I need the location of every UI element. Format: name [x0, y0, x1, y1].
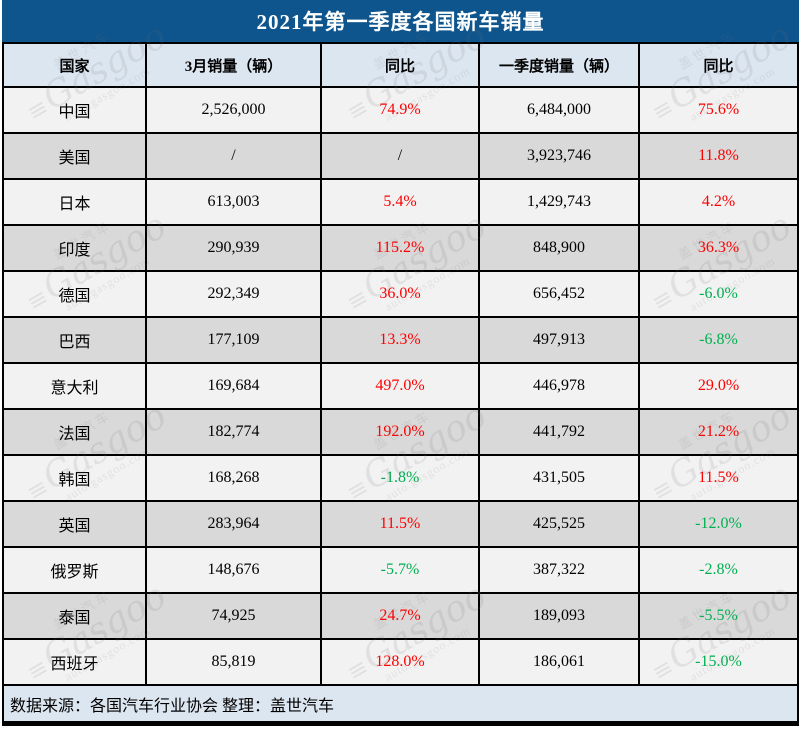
table-row: 英国 283,964 11.5% 425,525 -12.0%	[4, 502, 797, 548]
cell-country: 英国	[4, 502, 147, 546]
cell-q1-yoy: 75.6%	[697, 101, 740, 118]
cell-march-yoy: /	[322, 134, 480, 178]
cell-q1-sales: 189,093	[480, 594, 640, 638]
table-row: 德国 292,349 36.0% 656,452 -6.0%	[4, 272, 797, 318]
table-row: 韩国 168,268 -1.8% 431,505 11.5%	[4, 456, 797, 502]
cell-march-sales: 290,939	[147, 226, 322, 270]
cell-q1-sales: 425,525	[480, 502, 640, 546]
cell-march-sales: 168,268	[147, 456, 322, 500]
header-country: 国家	[4, 44, 147, 86]
cell-march-yoy: 497.0%	[322, 364, 480, 408]
cell-march-yoy: 128.0%	[322, 640, 480, 684]
table-rows: 中国 2,526,000 74.9% 6,484,000 75.6% 美国 / …	[4, 88, 797, 686]
cell-q1-sales: 1,429,743	[480, 180, 640, 224]
cell-country: 德国	[4, 272, 147, 316]
cell-country: 美国	[4, 134, 147, 178]
cell-march-yoy: -1.8%	[322, 456, 480, 500]
cell-q1-yoy: -6.0%	[699, 285, 738, 302]
cell-march-sales: 85,819	[147, 640, 322, 684]
cell-march-yoy: 11.5%	[322, 502, 480, 546]
cell-q1-sales: 848,900	[480, 226, 640, 270]
cell-q1-sales: 431,505	[480, 456, 640, 500]
table-row: 俄罗斯 148,676 -5.7% 387,322 -2.8%	[4, 548, 797, 594]
cell-country: 西班牙	[4, 640, 147, 684]
cell-country: 中国	[4, 88, 147, 132]
cell-q1-sales: 656,452	[480, 272, 640, 316]
cell-country: 法国	[4, 410, 147, 454]
cell-march-sales: 613,003	[147, 180, 322, 224]
table-row: 巴西 177,109 13.3% 497,913 -6.8%	[4, 318, 797, 364]
cell-q1-sales: 387,322	[480, 548, 640, 592]
cell-q1-yoy: 29.0%	[697, 377, 740, 394]
cell-country: 意大利	[4, 364, 147, 408]
cell-march-yoy: 115.2%	[322, 226, 480, 270]
table-title-text: 2021年第一季度各国新车销量	[256, 10, 545, 34]
cell-march-yoy: 13.3%	[322, 318, 480, 362]
cell-march-sales: 169,684	[147, 364, 322, 408]
table-title: 2021年第一季度各国新车销量	[2, 0, 799, 44]
cell-q1-yoy: -5.5%	[699, 607, 738, 624]
cell-march-sales: 74,925	[147, 594, 322, 638]
cell-q1-yoy: -2.8%	[699, 561, 738, 578]
cell-q1-yoy: 11.8%	[698, 147, 739, 164]
table-header-row: 国家 3月销量（辆） 同比 一季度销量（辆） 同比	[4, 44, 797, 88]
cell-march-sales: /	[147, 134, 322, 178]
cell-march-yoy: 74.9%	[322, 88, 480, 132]
cell-march-sales: 182,774	[147, 410, 322, 454]
cell-q1-sales: 186,061	[480, 640, 640, 684]
cell-q1-sales: 3,923,746	[480, 134, 640, 178]
header-q1-yoy: 同比	[703, 58, 734, 75]
header-march-yoy: 同比	[322, 44, 480, 86]
cell-q1-yoy: 11.5%	[698, 469, 739, 486]
cell-country: 印度	[4, 226, 147, 270]
cell-q1-yoy: 21.2%	[697, 423, 740, 440]
cell-march-sales: 2,526,000	[147, 88, 322, 132]
cell-march-yoy: 36.0%	[322, 272, 480, 316]
cell-q1-yoy: -12.0%	[695, 515, 742, 532]
table-body: 国家 3月销量（辆） 同比 一季度销量（辆） 同比 中国 2,526,000 7…	[2, 44, 799, 686]
cell-march-yoy: 192.0%	[322, 410, 480, 454]
cell-q1-sales: 446,978	[480, 364, 640, 408]
cell-country: 巴西	[4, 318, 147, 362]
cell-march-sales: 177,109	[147, 318, 322, 362]
table-row: 印度 290,939 115.2% 848,900 36.3%	[4, 226, 797, 272]
cell-q1-sales: 497,913	[480, 318, 640, 362]
table-footer: 数据来源：各国汽车行业协会 整理：盖世汽车	[2, 686, 799, 726]
cell-q1-yoy: -6.8%	[699, 331, 738, 348]
cell-country: 泰国	[4, 594, 147, 638]
cell-march-yoy: -5.7%	[322, 548, 480, 592]
cell-march-sales: 292,349	[147, 272, 322, 316]
cell-q1-yoy: -15.0%	[695, 653, 742, 670]
cell-country: 日本	[4, 180, 147, 224]
cell-q1-yoy: 4.2%	[701, 193, 736, 210]
cell-march-yoy: 24.7%	[322, 594, 480, 638]
cell-march-sales: 148,676	[147, 548, 322, 592]
table-row: 西班牙 85,819 128.0% 186,061 -15.0%	[4, 640, 797, 686]
data-source-text: 数据来源：各国汽车行业协会 整理：盖世汽车	[10, 697, 335, 715]
header-march-sales: 3月销量（辆）	[147, 44, 322, 86]
table-row: 法国 182,774 192.0% 441,792 21.2%	[4, 410, 797, 456]
cell-country: 韩国	[4, 456, 147, 500]
header-q1-sales: 一季度销量（辆）	[480, 44, 640, 86]
cell-march-sales: 283,964	[147, 502, 322, 546]
cell-q1-sales: 6,484,000	[480, 88, 640, 132]
cell-q1-yoy: 36.3%	[697, 239, 740, 256]
table-row: 日本 613,003 5.4% 1,429,743 4.2%	[4, 180, 797, 226]
table-row: 中国 2,526,000 74.9% 6,484,000 75.6%	[4, 88, 797, 134]
cell-country: 俄罗斯	[4, 548, 147, 592]
table-row: 意大利 169,684 497.0% 446,978 29.0%	[4, 364, 797, 410]
table-row: 泰国 74,925 24.7% 189,093 -5.5%	[4, 594, 797, 640]
cell-q1-sales: 441,792	[480, 410, 640, 454]
table-row: 美国 / / 3,923,746 11.8%	[4, 134, 797, 180]
cell-march-yoy: 5.4%	[322, 180, 480, 224]
